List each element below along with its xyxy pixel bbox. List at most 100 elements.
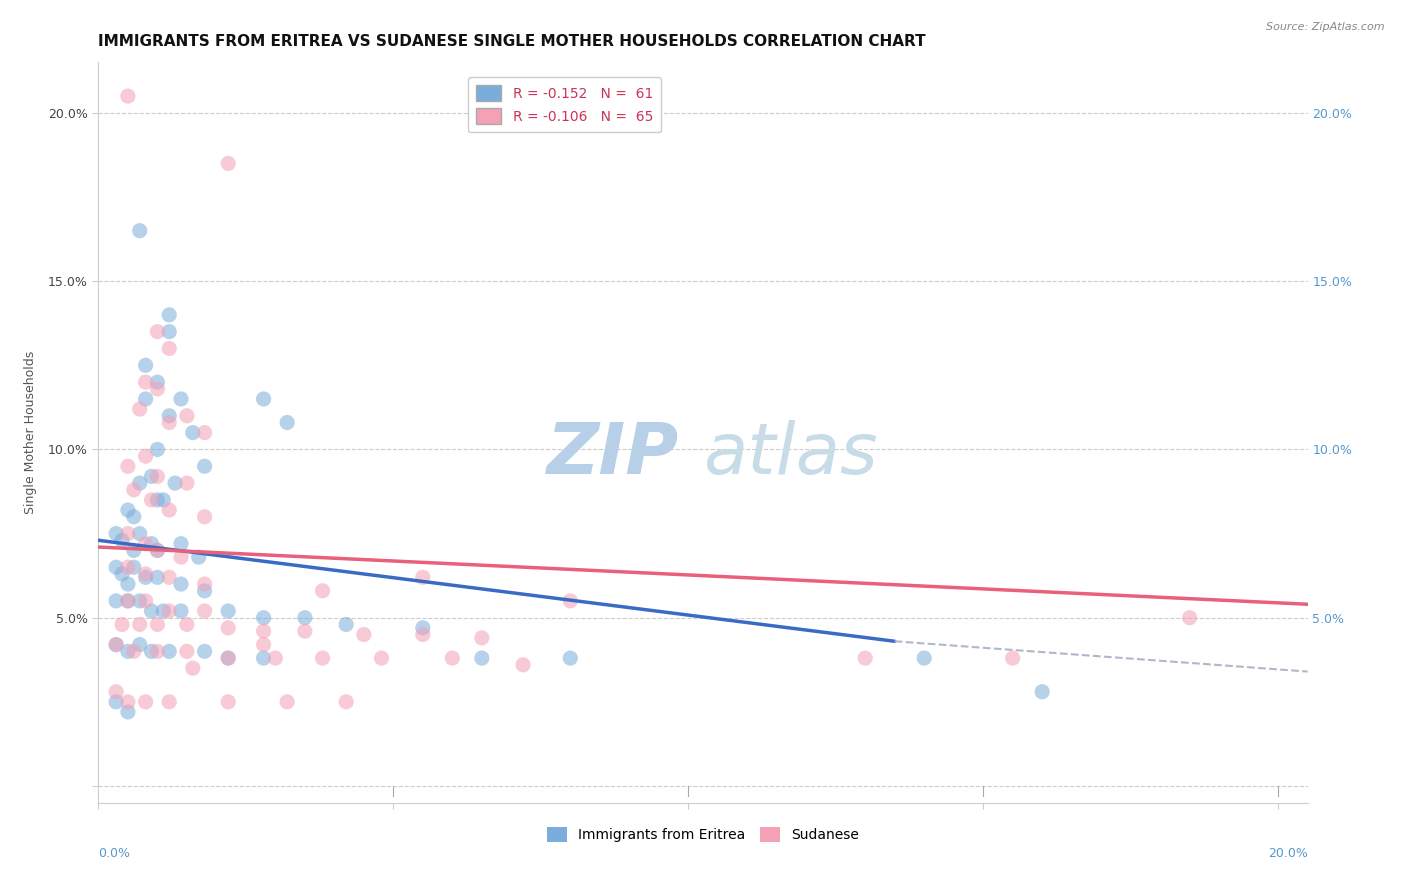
Point [117, 503, 139, 517]
Point [128, 617, 150, 632]
Point [141, 536, 163, 550]
Point [141, 492, 163, 507]
Text: IMMIGRANTS FROM ERITREA VS SUDANESE SINGLE MOTHER HOUSEHOLDS CORRELATION CHART: IMMIGRANTS FROM ERITREA VS SUDANESE SING… [98, 34, 927, 49]
Point [1031, 685, 1053, 699]
Point [217, 621, 239, 635]
Point [194, 425, 217, 440]
Text: ZIP: ZIP [547, 420, 679, 490]
Point [146, 325, 169, 339]
Point [105, 685, 128, 699]
Point [441, 651, 464, 665]
Point [135, 594, 157, 608]
Point [135, 375, 157, 389]
Point [122, 644, 145, 658]
Point [128, 594, 150, 608]
Point [152, 492, 174, 507]
Point [252, 638, 274, 652]
Point [122, 560, 145, 574]
Point [252, 651, 274, 665]
Point [1178, 610, 1201, 624]
Point [111, 566, 134, 581]
Point [135, 536, 157, 550]
Text: Source: ZipAtlas.com: Source: ZipAtlas.com [1267, 22, 1385, 32]
Point [176, 409, 198, 423]
Point [252, 624, 274, 639]
Point [912, 651, 935, 665]
Point [122, 543, 145, 558]
Point [276, 695, 298, 709]
Point [146, 375, 169, 389]
Text: 20.0%: 20.0% [1268, 847, 1308, 860]
Point [471, 651, 494, 665]
Point [194, 577, 217, 591]
Point [105, 594, 128, 608]
Point [217, 651, 239, 665]
Point [170, 604, 193, 618]
Point [141, 644, 163, 658]
Point [111, 533, 134, 548]
Point [146, 644, 169, 658]
Point [157, 695, 180, 709]
Point [135, 359, 157, 373]
Point [217, 651, 239, 665]
Point [560, 651, 582, 665]
Point [294, 610, 316, 624]
Point [512, 657, 534, 672]
Point [170, 536, 193, 550]
Point [146, 492, 169, 507]
Point [146, 617, 169, 632]
Point [194, 644, 217, 658]
Point [412, 570, 434, 584]
Point [117, 644, 139, 658]
Text: 0.0%: 0.0% [98, 847, 131, 860]
Point [412, 627, 434, 641]
Point [170, 550, 193, 565]
Point [135, 449, 157, 463]
Point [157, 308, 180, 322]
Point [170, 577, 193, 591]
Point [181, 661, 204, 675]
Y-axis label: Single Mother Households: Single Mother Households [24, 351, 37, 515]
Point [135, 695, 157, 709]
Point [157, 342, 180, 356]
Point [141, 604, 163, 618]
Point [146, 543, 169, 558]
Point [157, 416, 180, 430]
Point [135, 570, 157, 584]
Point [294, 624, 316, 639]
Point [128, 638, 150, 652]
Point [311, 583, 333, 598]
Point [170, 392, 193, 406]
Point [194, 509, 217, 524]
Point [187, 550, 209, 565]
Point [311, 651, 333, 665]
Point [105, 638, 128, 652]
Point [128, 526, 150, 541]
Point [176, 644, 198, 658]
Point [141, 469, 163, 483]
Point [117, 560, 139, 574]
Point [146, 382, 169, 396]
Point [157, 325, 180, 339]
Point [105, 526, 128, 541]
Point [1001, 651, 1024, 665]
Point [194, 459, 217, 474]
Point [117, 526, 139, 541]
Point [146, 469, 169, 483]
Point [157, 604, 180, 618]
Point [135, 392, 157, 406]
Point [370, 651, 392, 665]
Point [157, 570, 180, 584]
Point [194, 604, 217, 618]
Point [105, 560, 128, 574]
Point [152, 604, 174, 618]
Point [252, 610, 274, 624]
Point [165, 476, 187, 491]
Point [412, 621, 434, 635]
Point [157, 503, 180, 517]
Point [122, 483, 145, 497]
Point [128, 224, 150, 238]
Point [111, 617, 134, 632]
Point [117, 695, 139, 709]
Point [264, 651, 287, 665]
